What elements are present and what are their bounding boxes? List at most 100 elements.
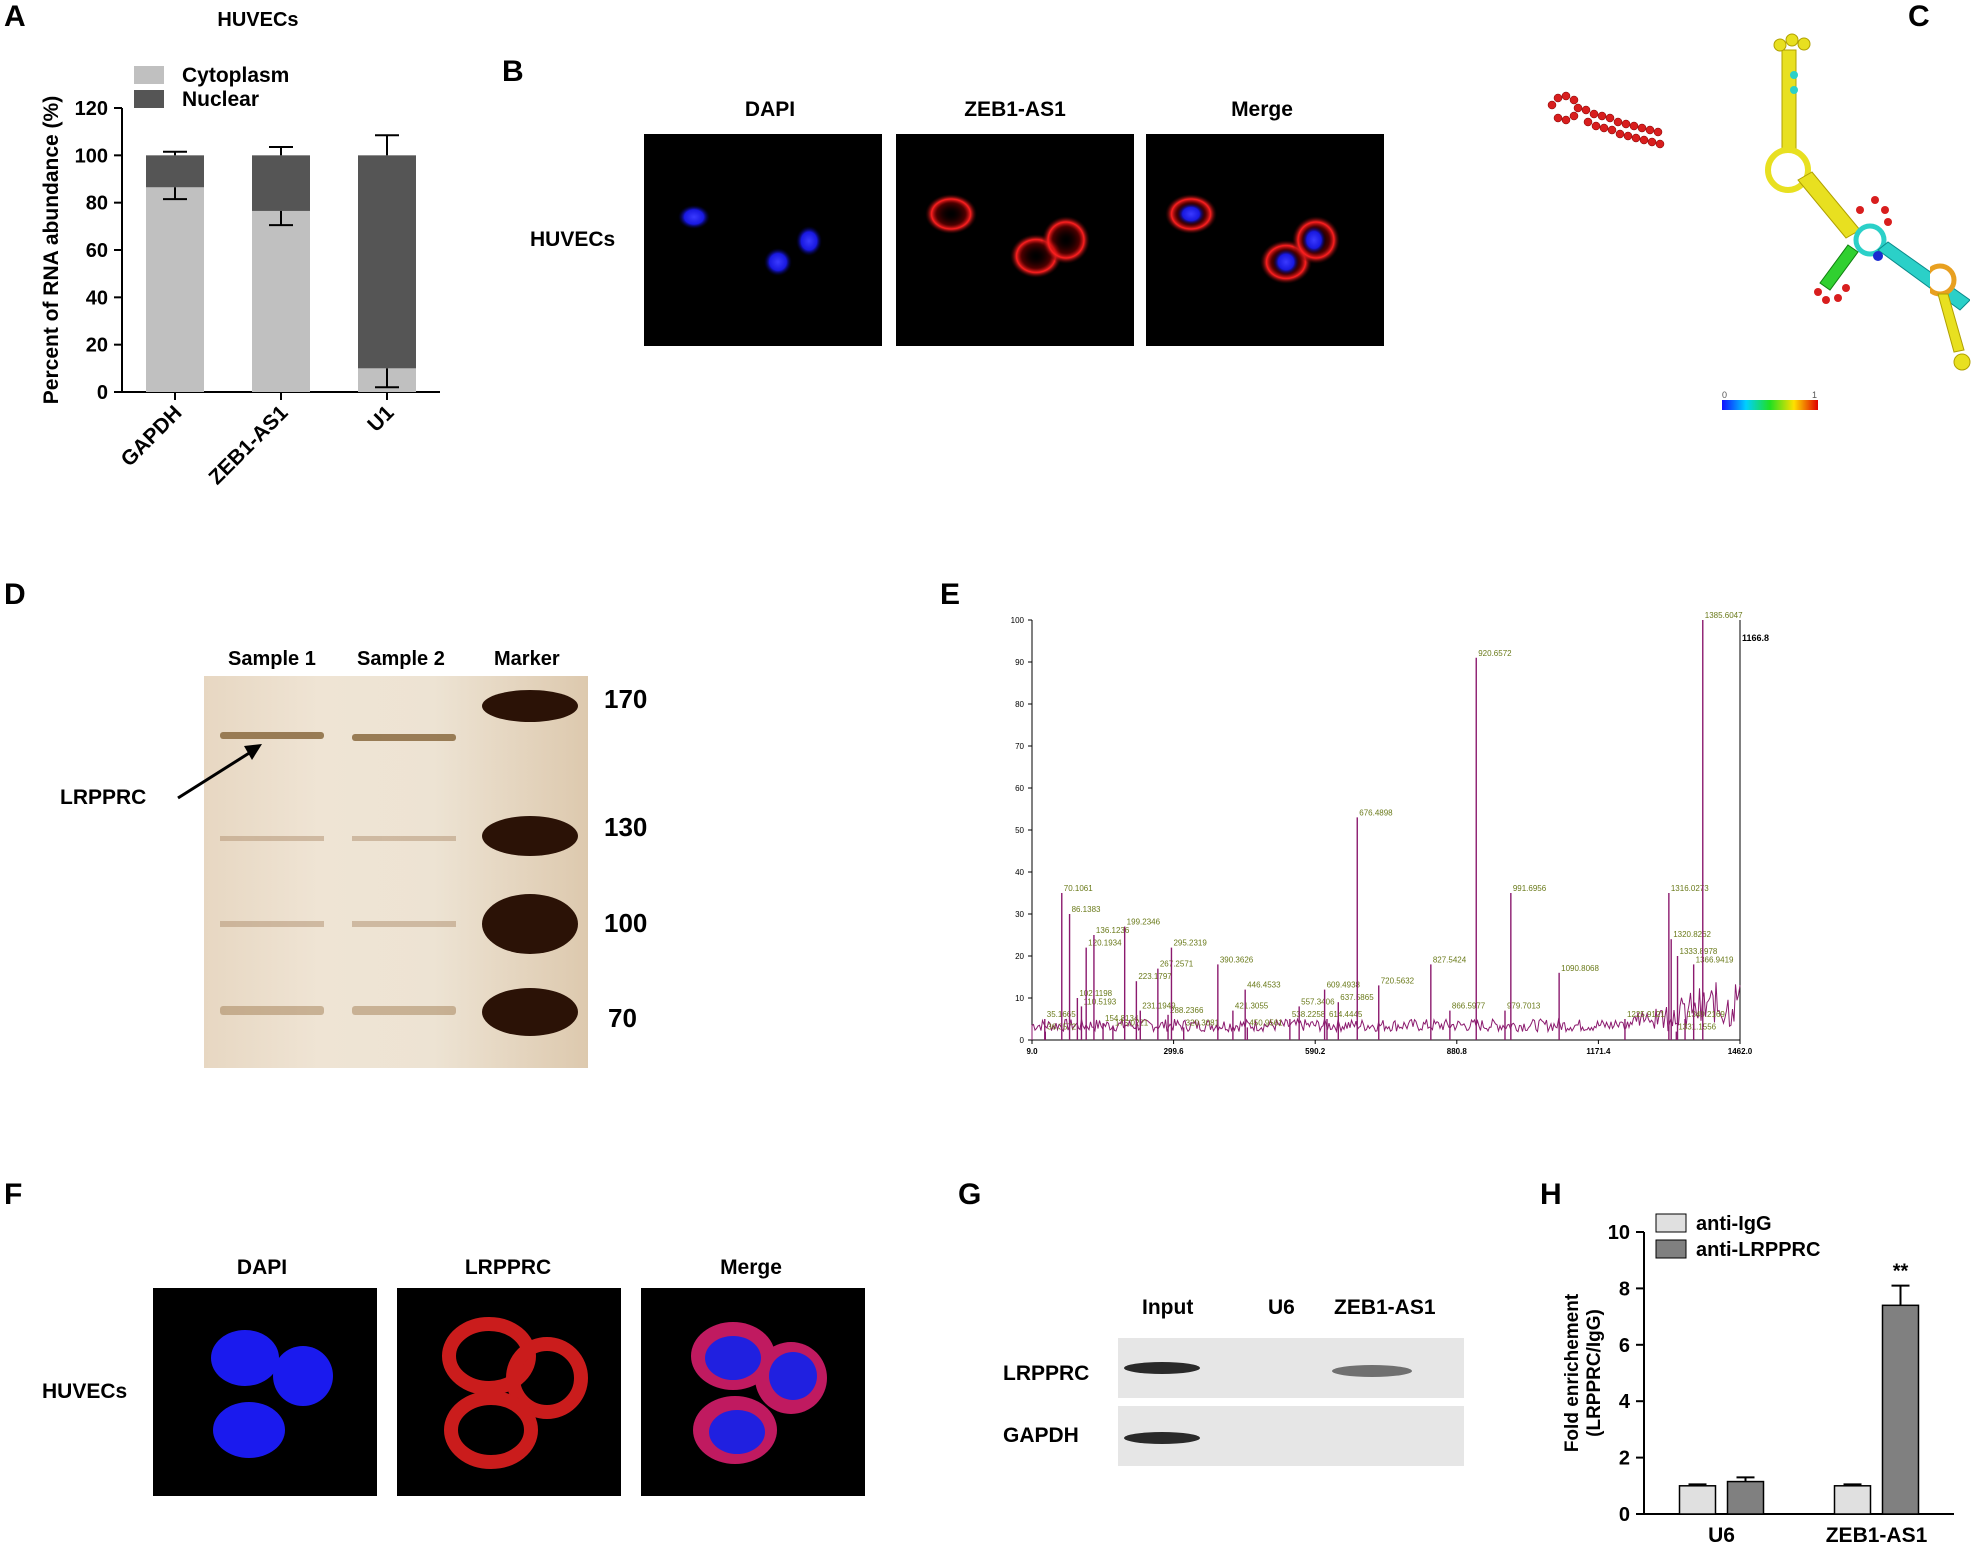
f-merge-graphic (691, 1322, 827, 1464)
chart-e-ytick-label: 0 (1020, 1036, 1025, 1045)
panel-b-image-dapi (644, 134, 882, 346)
chart-h-ylabel: (LRPPRC/IgG) (1584, 1309, 1605, 1437)
chart-e-peak-label: 614.4445 (1329, 1010, 1363, 1019)
chart-e-xtick-label: 590.2 (1305, 1047, 1326, 1056)
chart-e-peak-label: 538.2258 (1292, 1010, 1326, 1019)
chart-e-peak-label: 231.1949 (1142, 1002, 1176, 1011)
chart-e-peak-label: 991.6956 (1513, 884, 1547, 893)
chart-e-peak-label: 676.4898 (1359, 808, 1393, 817)
panel-label-g: G (958, 1178, 982, 1211)
chart-e-peak-label: 175.0221 (1115, 1018, 1149, 1027)
chart-h-ytick-label: 8 (1619, 1278, 1630, 1300)
g-row-gapdh: GAPDH (1003, 1424, 1079, 1447)
chart-a-bar-nuclear (252, 155, 310, 211)
panel-label-e: E (940, 578, 961, 611)
lrpprc-arrow-label: LRPPRC (60, 786, 147, 809)
chart-e-xtick-label: 880.8 (1447, 1047, 1468, 1056)
chart-h-ylabel: Fold enrichement (1562, 1293, 1583, 1452)
chart-e-ytick-label: 10 (1015, 994, 1024, 1003)
chart-e-ytick-label: 50 (1015, 826, 1024, 835)
chart-e-xtick-label: 1462.0 (1728, 1047, 1753, 1056)
g-lane-input: Input (1142, 1296, 1194, 1319)
panel-f-row-label: HUVECs (42, 1380, 128, 1403)
gel-bands-graphic (220, 690, 578, 1036)
chart-e-xtick-label: 299.6 (1164, 1047, 1185, 1056)
chart-e: 0 10 20 30 40 50 60 70 80 90 100 9.0 299.6 590.2 880.8… (1011, 611, 1769, 1056)
chart-e-ytick-label: 100 (1011, 616, 1025, 625)
silver-gel-image (204, 676, 588, 1068)
panel-b-header-dapi: DAPI (744, 98, 796, 121)
chart-a-xtick-label: ZEB1-AS1 (204, 401, 292, 489)
g-lane-zeb1: ZEB1-AS1 (1334, 1296, 1436, 1319)
marker-170: 170 (604, 684, 648, 714)
chart-e-peak-label: 288.2366 (1170, 1006, 1204, 1015)
chart-e-peak-label: 1385.6047 (1705, 611, 1743, 620)
chart-a-bar-nuclear (146, 155, 204, 188)
chart-a-ytick-label: 120 (75, 98, 108, 120)
scale-min-label: 0 (1722, 390, 1727, 400)
chart-a-title: HUVECs (217, 9, 298, 31)
panel-f-header-lrpprc: LRPPRC (464, 1256, 552, 1279)
panel-f-image-lrpprc (397, 1288, 621, 1496)
chart-e-ytick-label: 90 (1015, 658, 1024, 667)
gel-lane-label-sample2: Sample 2 (357, 648, 445, 670)
chart-e-peak-label: 720.5632 (1381, 976, 1415, 985)
arrow-icon (177, 744, 262, 800)
marker-70: 70 (608, 1003, 637, 1033)
chart-h-bar-anti-igg (1678, 1485, 1717, 1515)
chart-h-legend-swatch (1655, 1239, 1687, 1259)
panel-label-d: D (4, 578, 26, 611)
chart-a-ytick-label: 60 (86, 240, 108, 262)
blot-gapdh-bands (1124, 1432, 1200, 1444)
chart-e-peak-label: 1366.9419 (1696, 955, 1734, 964)
chart-e-peak-label: 295.2319 (1173, 939, 1207, 948)
chart-e-top-label: 1166.8 (1742, 633, 1769, 643)
chart-e-peak-label: 86.1383 (1072, 905, 1101, 914)
chart-h-legend-label: anti-IgG (1696, 1213, 1772, 1235)
chart-e-peak-label: 267.2571 (1160, 960, 1194, 969)
panel-f-header-dapi: DAPI (236, 1256, 288, 1279)
blot-lrpprc (1118, 1338, 1464, 1398)
chart-a-xtick-label: GAPDH (117, 401, 187, 471)
chart-a-legend-label: Cytoplasm (182, 64, 289, 87)
chart-h-legend-label: anti-LRPPRC (1696, 1239, 1820, 1261)
chart-e-peak-label: 1333.8978 (1680, 947, 1718, 956)
chart-h-ytick-label: 2 (1619, 1448, 1630, 1470)
blot-gapdh (1118, 1406, 1464, 1466)
chart-e-peak-label: 136.1236 (1096, 926, 1130, 935)
chart-a-legend-label: Nuclear (182, 88, 259, 111)
panel-f-image-dapi (153, 1288, 377, 1496)
gel-lane-label-sample1: Sample 1 (228, 648, 316, 670)
chart-h-xtick-label: ZEB1-AS1 (1826, 1524, 1928, 1547)
zeb1-signal-graphic (925, 194, 1090, 278)
panel-label-a: A (4, 0, 26, 33)
chart-e-noise-trace (1031, 982, 1741, 1040)
chart-e-peak-label: 866.5977 (1452, 1002, 1486, 1011)
chart-a-ytick-label: 0 (97, 382, 108, 404)
color-scale-bar: 0 1 (1722, 390, 1818, 410)
chart-e-peak-label: 1320.8262 (1673, 930, 1711, 939)
chart-e-xtick-label: 9.0 (1026, 1047, 1038, 1056)
chart-e-peak-label: 390.3626 (1220, 955, 1254, 964)
chart-e-ytick-label: 30 (1015, 910, 1024, 919)
chart-e-ytick-label: 80 (1015, 700, 1024, 709)
chart-e-ytick-label: 40 (1015, 868, 1024, 877)
chart-e-peak-label: 199.2346 (1127, 918, 1161, 927)
marker-130: 130 (604, 812, 648, 842)
chart-h-bar-anti-lrpprc (1726, 1480, 1765, 1515)
chart-e-ytick-label: 60 (1015, 784, 1024, 793)
chart-e-peak-label: 1331.1556 (1678, 1023, 1716, 1032)
panel-b-header-zeb1: ZEB1-AS1 (964, 98, 1066, 121)
chart-e-peak-label: 446.4533 (1247, 981, 1281, 990)
panel-label-h: H (1540, 1178, 1562, 1211)
panel-b-header-merge: Merge (1231, 98, 1293, 121)
panel-label-f: F (4, 1178, 23, 1211)
chart-a-legend-swatch (134, 90, 164, 108)
chart-a-ylabel: Percent of RNA abundance (%) (40, 96, 63, 404)
chart-e-xtick-label: 1171.4 (1586, 1047, 1611, 1056)
chart-e-peak-label: 1090.8068 (1561, 964, 1599, 973)
chart-e-peak-label: 70.1061 (1064, 884, 1093, 893)
chart-e-peak-label: 979.7013 (1507, 1002, 1541, 1011)
chart-a-ytick-label: 20 (86, 335, 108, 357)
chart-a: HUVECs 0 20 40 60 80 100 120 Percent of RNA abun… (40, 9, 440, 489)
